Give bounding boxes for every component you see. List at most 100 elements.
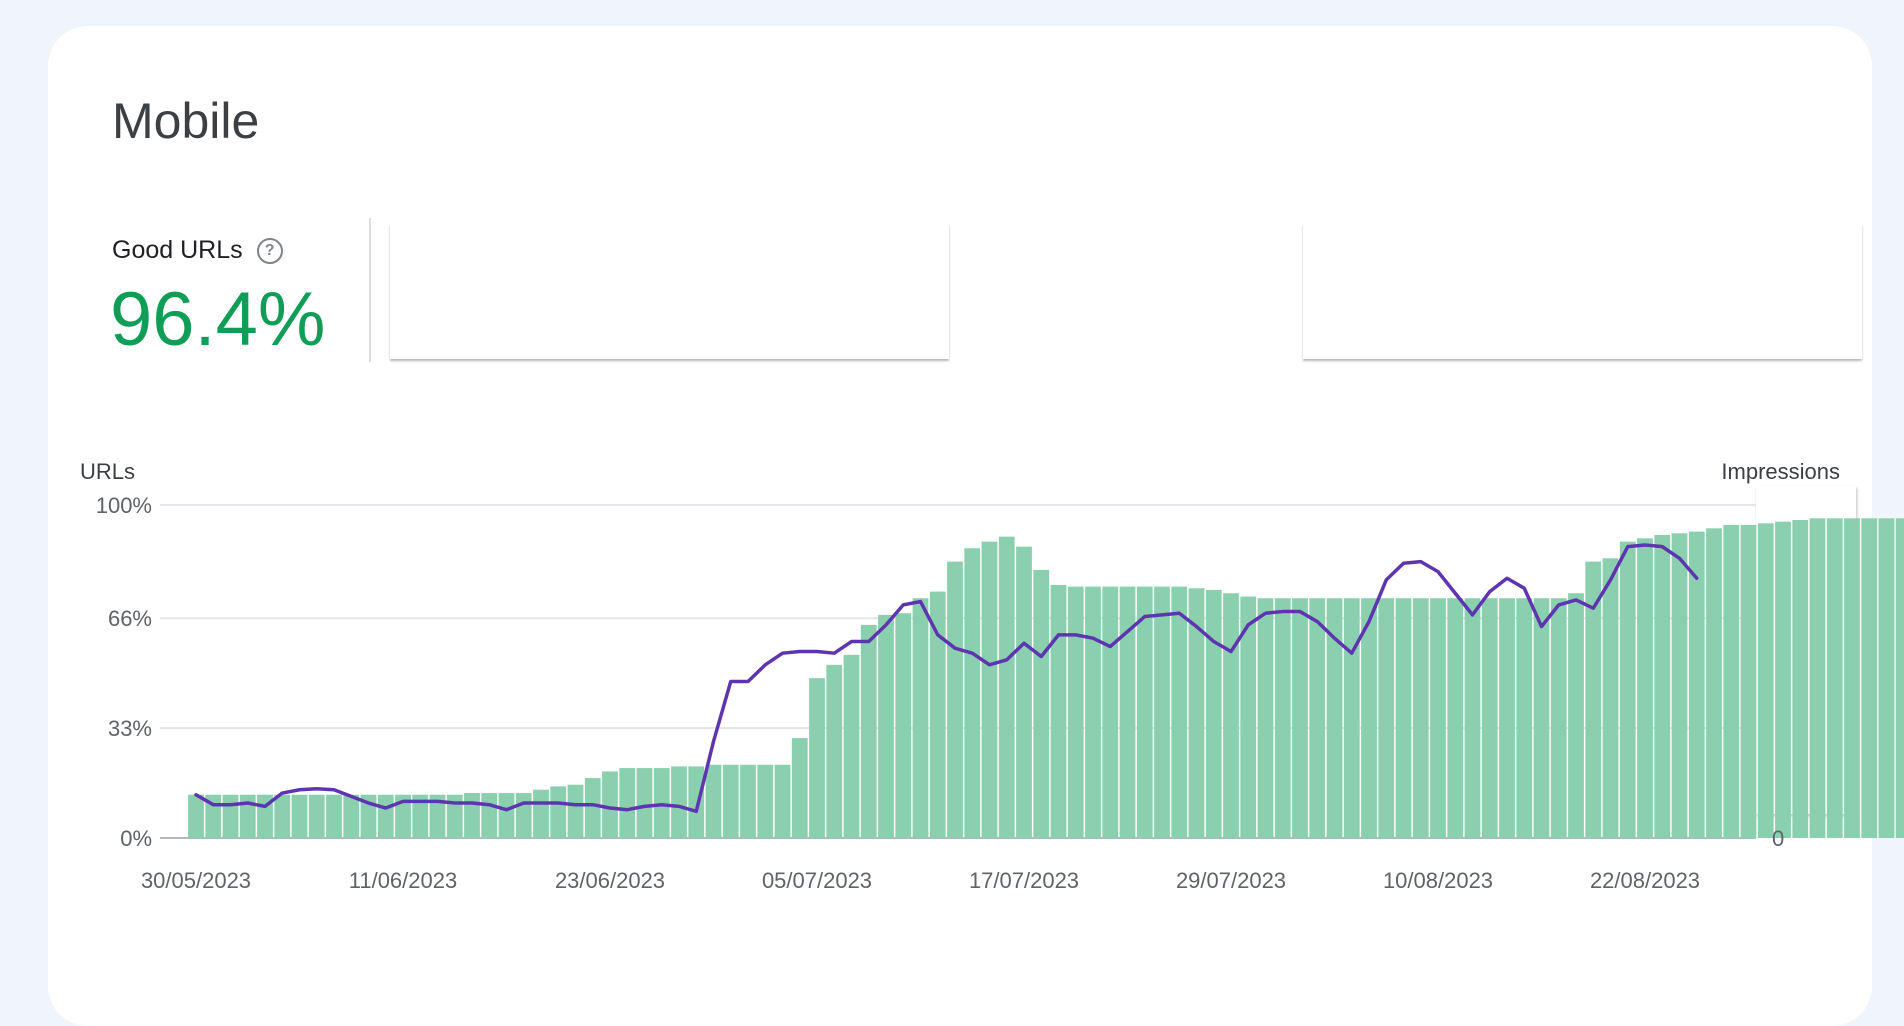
bar[interactable] — [1619, 541, 1636, 838]
bar[interactable] — [1361, 598, 1377, 838]
bar[interactable] — [1499, 598, 1515, 838]
bar[interactable] — [636, 768, 653, 838]
bar[interactable] — [826, 664, 843, 838]
bar[interactable] — [188, 794, 204, 838]
bar[interactable] — [533, 789, 549, 838]
bar[interactable] — [619, 768, 636, 838]
bar[interactable] — [809, 678, 825, 838]
bar[interactable] — [239, 794, 256, 838]
bar[interactable] — [688, 766, 705, 838]
bar[interactable] — [705, 764, 722, 838]
bar[interactable] — [222, 794, 239, 838]
bar[interactable] — [515, 793, 532, 838]
bar[interactable] — [912, 598, 929, 838]
bar[interactable] — [308, 794, 325, 838]
bar[interactable] — [1378, 598, 1395, 838]
bar[interactable] — [377, 794, 394, 838]
bar[interactable] — [1447, 598, 1464, 838]
bar[interactable] — [947, 561, 963, 838]
bar[interactable] — [481, 793, 498, 838]
bar[interactable] — [498, 793, 515, 838]
bar[interactable] — [1188, 588, 1205, 838]
bar[interactable] — [1274, 598, 1291, 838]
bar[interactable] — [1550, 598, 1567, 838]
bar[interactable] — [1343, 598, 1360, 838]
bar[interactable] — [1895, 518, 1904, 838]
bar[interactable] — [843, 654, 860, 838]
bar[interactable] — [1326, 598, 1343, 838]
bar[interactable] — [1085, 586, 1101, 838]
bar[interactable] — [964, 548, 981, 838]
bar[interactable] — [998, 536, 1015, 838]
bar[interactable] — [1533, 598, 1550, 838]
bar[interactable] — [1240, 596, 1257, 838]
bar[interactable] — [395, 794, 411, 838]
bar[interactable] — [1568, 593, 1584, 838]
bar[interactable] — [791, 738, 808, 838]
bar[interactable] — [1016, 546, 1032, 839]
bar[interactable] — [671, 766, 687, 838]
y-tick-label: 100% — [96, 493, 152, 518]
bar[interactable] — [929, 591, 946, 838]
bar[interactable] — [1102, 586, 1119, 838]
bar[interactable] — [550, 786, 567, 838]
bar[interactable] — [1395, 598, 1412, 838]
bar[interactable] — [1136, 586, 1153, 838]
bar[interactable] — [1809, 518, 1826, 838]
bar[interactable] — [464, 793, 480, 838]
bar[interactable] — [1688, 531, 1705, 838]
bar[interactable] — [1412, 598, 1429, 838]
bar[interactable] — [446, 794, 463, 838]
bar[interactable] — [981, 541, 998, 838]
bar[interactable] — [343, 794, 360, 838]
bar[interactable] — [1775, 521, 1791, 838]
bar[interactable] — [757, 764, 774, 838]
bar[interactable] — [1292, 598, 1308, 838]
bar[interactable] — [740, 764, 756, 838]
bar[interactable] — [1067, 586, 1084, 838]
bar[interactable] — [1464, 598, 1481, 838]
help-circle-icon[interactable]: ? — [256, 237, 283, 264]
bar[interactable] — [860, 624, 877, 838]
bar[interactable] — [274, 794, 291, 838]
bar[interactable] — [1585, 561, 1602, 838]
bar[interactable] — [1205, 589, 1222, 838]
bar[interactable] — [1223, 593, 1239, 838]
bar[interactable] — [1792, 519, 1809, 838]
bar[interactable] — [326, 794, 342, 838]
bar[interactable] — [1637, 538, 1653, 838]
bar[interactable] — [1154, 586, 1170, 838]
bar[interactable] — [1171, 586, 1188, 838]
bar[interactable] — [1740, 524, 1757, 838]
bar[interactable] — [1706, 528, 1722, 838]
bar[interactable] — [1602, 558, 1619, 838]
bar[interactable] — [584, 778, 601, 838]
bar[interactable] — [1654, 534, 1671, 838]
bar[interactable] — [291, 794, 308, 838]
bar[interactable] — [1257, 598, 1274, 838]
bar[interactable] — [602, 771, 618, 838]
bar[interactable] — [1309, 598, 1326, 838]
bar[interactable] — [1119, 586, 1136, 838]
bar[interactable] — [412, 794, 429, 838]
bar[interactable] — [895, 613, 912, 838]
bar[interactable] — [1050, 584, 1067, 838]
bar-series — [188, 518, 1904, 839]
bar[interactable] — [1861, 518, 1878, 838]
bar[interactable] — [429, 794, 446, 838]
bar[interactable] — [1844, 518, 1860, 838]
bar[interactable] — [878, 614, 894, 838]
bar[interactable] — [1826, 518, 1843, 838]
bar[interactable] — [1033, 569, 1050, 838]
bar[interactable] — [1671, 533, 1688, 838]
bar[interactable] — [1878, 518, 1895, 838]
bar[interactable] — [1757, 523, 1774, 838]
bar[interactable] — [1430, 598, 1446, 838]
bar[interactable] — [567, 784, 584, 838]
bar[interactable] — [1481, 598, 1498, 838]
bar[interactable] — [1516, 598, 1533, 838]
bar[interactable] — [1723, 524, 1740, 838]
bar[interactable] — [722, 764, 739, 838]
impressions-line[interactable] — [194, 543, 1699, 814]
bar[interactable] — [774, 764, 791, 838]
